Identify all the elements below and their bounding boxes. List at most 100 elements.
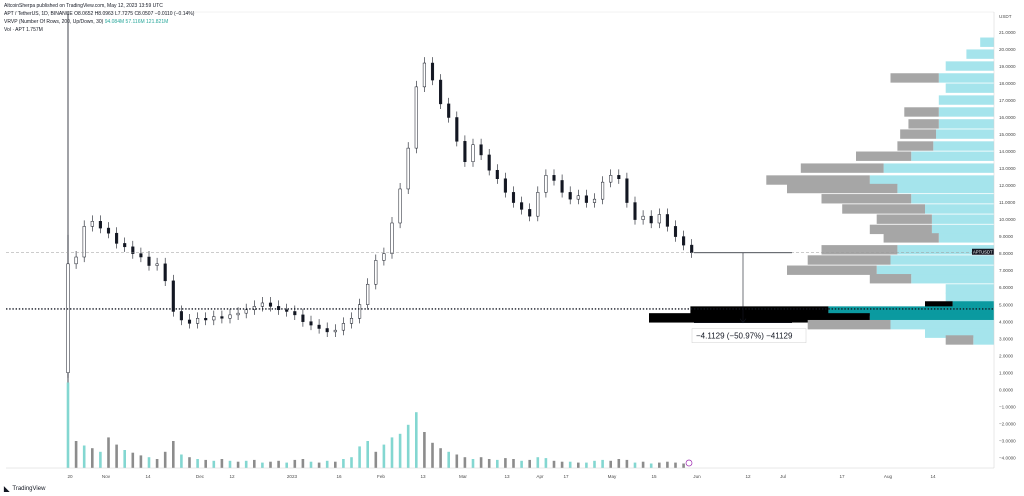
profile-bin-down xyxy=(807,319,891,330)
candle-body xyxy=(528,209,532,217)
candle-body xyxy=(212,316,216,321)
profile-bin-down xyxy=(821,194,912,204)
profile-bin-up xyxy=(973,335,994,345)
candle-body xyxy=(430,62,435,81)
volume-bar xyxy=(269,461,272,468)
candle-body xyxy=(609,175,613,183)
volume-bar xyxy=(358,446,361,468)
volume-bar xyxy=(196,459,199,468)
profile-bin-down xyxy=(766,175,870,185)
profile-bin-up xyxy=(828,306,994,316)
time-tick-label: 16 xyxy=(336,474,342,479)
candle-body xyxy=(382,253,386,261)
time-axis: 20 Nov 14 Dec 12 2023 16 Feb 13 Mar 13 Apr 17 May 15 Ju… xyxy=(6,467,994,479)
volume-bar xyxy=(398,433,402,468)
candle-body xyxy=(293,311,297,316)
volume-bar xyxy=(528,459,531,468)
volume-bar xyxy=(163,451,167,468)
candle-body xyxy=(204,318,208,321)
measure-label-box xyxy=(691,328,807,343)
price-tick-label: 16.0000 xyxy=(999,115,1016,120)
price-tick-label: 2.0000 xyxy=(999,353,1013,358)
profile-bin-up xyxy=(931,214,994,224)
profile-bin-up xyxy=(911,274,994,284)
symbol-name-label: APTUSDT xyxy=(973,249,993,254)
volume-bar xyxy=(334,461,337,468)
volume-bar xyxy=(236,461,240,468)
volume-bar xyxy=(147,457,151,468)
profile-bin-down xyxy=(649,313,870,323)
vrvp-line[interactable]: VRVP (Number Of Rows, 200, Up/Down, 30) … xyxy=(4,18,194,26)
candle-body xyxy=(406,147,410,190)
profile-bin-down xyxy=(890,73,939,83)
volume-bar xyxy=(415,412,418,468)
measure-label: −4.1129 (−50.97%) −41129 xyxy=(696,332,793,341)
candle-body xyxy=(317,324,321,329)
candle-body xyxy=(123,243,127,248)
volume-bar xyxy=(366,441,369,468)
volume-bar xyxy=(447,451,450,468)
volume-bar xyxy=(568,461,572,468)
volume-bar xyxy=(99,451,102,468)
volume-bar xyxy=(74,441,78,468)
candle-body xyxy=(171,280,175,312)
profile-bin-up xyxy=(945,292,994,303)
candle-body xyxy=(414,86,418,149)
footer-logo[interactable]: ◣ TradingView xyxy=(4,485,45,493)
candle-body xyxy=(487,154,491,171)
price-axis: USDT 21.0000 20.0000 19.0000 18.0000 17.0000 1… xyxy=(993,0,1024,496)
candle-body xyxy=(495,169,499,179)
price-tick-label: 17.0000 xyxy=(999,98,1016,103)
profile-bin-down xyxy=(897,141,934,151)
candle-body xyxy=(228,314,232,319)
time-tick-label: Dec xyxy=(196,474,205,479)
candle-body xyxy=(139,253,143,258)
price-candles xyxy=(66,57,694,378)
candle-body xyxy=(374,260,378,285)
volume-bar xyxy=(649,463,653,468)
candle-body xyxy=(422,62,426,88)
volume-bar xyxy=(406,424,410,468)
volume-bar xyxy=(220,459,224,468)
price-tick-label: 3.0000 xyxy=(999,336,1013,341)
profile-bin-up xyxy=(980,37,994,47)
volume-bar xyxy=(66,382,70,468)
candle-body xyxy=(90,221,94,227)
time-tick-label: 14 xyxy=(930,474,936,479)
candle-body xyxy=(447,103,451,118)
price-tick-label: 11.0000 xyxy=(999,200,1016,205)
price-tick-label: 6.0000 xyxy=(999,285,1013,290)
candle-body xyxy=(455,117,459,142)
volume-line[interactable]: Vol · APT 1.757M xyxy=(4,27,43,33)
volume-bar xyxy=(139,455,143,468)
measure-arrow-icon xyxy=(739,318,747,324)
candle-body xyxy=(268,302,273,307)
profile-bin-down xyxy=(690,306,829,316)
candle-body xyxy=(520,202,524,210)
volume-bar xyxy=(520,460,523,468)
candle-body xyxy=(584,195,588,203)
symbol-line[interactable]: APT / TetherUS, 1D, BINANCE O8.0652 H8.0… xyxy=(4,11,195,17)
volume-bar xyxy=(560,461,564,468)
candle-body xyxy=(690,244,694,254)
price-tick-label: 15.0000 xyxy=(999,132,1016,137)
time-tick-label: 15 xyxy=(651,474,657,479)
candle-body xyxy=(82,226,86,258)
profile-bin-down xyxy=(904,107,939,117)
price-tick-label: −4.0000 xyxy=(999,455,1016,460)
candle-body xyxy=(301,314,305,322)
volume-bar xyxy=(228,460,232,468)
profile-bin-up xyxy=(869,313,994,323)
candle-body xyxy=(285,309,289,312)
volume-bar xyxy=(277,460,280,468)
volume-bar xyxy=(244,460,248,468)
profile-bin-down xyxy=(807,255,891,265)
volume-bar xyxy=(115,444,118,468)
candle-body xyxy=(309,321,313,326)
volume-bar xyxy=(212,460,216,468)
volume-bar xyxy=(658,462,661,468)
volume-bar xyxy=(496,459,499,468)
volume-bar xyxy=(309,461,313,468)
profile-bin-up xyxy=(897,245,994,255)
